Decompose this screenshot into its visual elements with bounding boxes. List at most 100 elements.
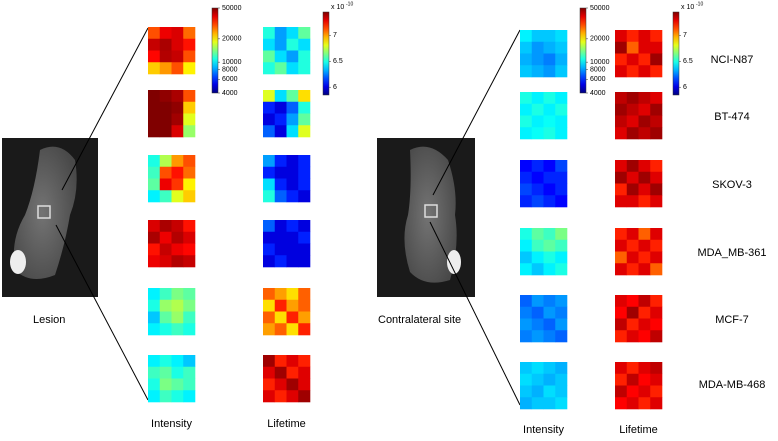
heatmap-cell	[626, 65, 639, 78]
intensity-map	[520, 295, 568, 343]
intensity-map	[148, 27, 196, 75]
heatmap-cell	[298, 166, 311, 179]
colorbar-multiplier: x 10	[681, 4, 694, 11]
heatmap-cell	[263, 355, 276, 368]
heatmap-cell	[148, 178, 161, 191]
heatmap-cell	[263, 323, 276, 336]
heatmap-cell	[148, 190, 161, 203]
heatmap-cell	[520, 183, 533, 196]
heatmap-cell	[286, 50, 299, 63]
heatmap-cell	[286, 113, 299, 126]
heatmap-cell	[286, 125, 299, 138]
heatmap-cell	[274, 166, 287, 179]
heatmap-cell	[638, 318, 651, 331]
heatmap-cell	[263, 178, 276, 191]
cell-line-label: MDA-MB-468	[699, 379, 766, 391]
heatmap-cell	[183, 378, 196, 391]
cell-line-label: NCI-N87	[711, 54, 754, 66]
heatmap-cell	[555, 53, 568, 66]
heatmap-cell	[615, 263, 628, 276]
lifetime-map	[615, 160, 663, 208]
heatmap-cell	[298, 231, 311, 244]
lifetime-map	[615, 295, 663, 343]
heatmap-cell	[286, 311, 299, 324]
heatmap-cell	[650, 385, 663, 398]
heatmap-cell	[638, 306, 651, 319]
heatmap-cell	[183, 220, 196, 233]
heatmap-cell	[520, 160, 533, 173]
heatmap-cell	[531, 251, 544, 264]
heatmap-cell	[286, 62, 299, 75]
heatmap-cell	[286, 366, 299, 379]
zoom-lines	[55, 27, 521, 406]
heatmap-cell	[531, 53, 544, 66]
colorbar-tick-label: 7	[683, 32, 687, 39]
heatmap-cell	[626, 318, 639, 331]
heatmap-cell	[650, 65, 663, 78]
heatmap-cell	[626, 385, 639, 398]
colorbar-tick-label: 10000	[222, 59, 242, 66]
heatmap-cell	[615, 103, 628, 116]
lifetime-map	[615, 30, 663, 78]
heatmap-cell	[615, 397, 628, 410]
heatmap-cell	[520, 306, 533, 319]
heatmap-cell	[148, 101, 161, 114]
heatmap-cell	[263, 50, 276, 63]
intensity-label: Intensity	[523, 424, 564, 436]
heatmap-cell	[263, 243, 276, 256]
heatmap-cell	[615, 373, 628, 386]
colorbar-tick-label: 4000	[590, 90, 606, 97]
heatmap-cell	[148, 311, 161, 324]
heatmap-cell	[148, 255, 161, 268]
heatmap-cell	[555, 397, 568, 410]
heatmap-cell	[520, 385, 533, 398]
heatmap-cell	[638, 228, 651, 241]
heatmap-cell	[520, 53, 533, 66]
heatmap-cell	[298, 311, 311, 324]
heatmap-cell	[286, 299, 299, 312]
heatmap-cell	[263, 288, 276, 301]
heatmap-cell	[520, 228, 533, 241]
heatmap-cell	[638, 397, 651, 410]
heatmap-cell	[148, 355, 161, 368]
heatmap-cell	[171, 178, 184, 191]
heatmap-cell	[159, 27, 172, 40]
intensity-map	[148, 220, 196, 268]
heatmap-cell	[650, 318, 663, 331]
heatmap-cell	[159, 378, 172, 391]
intensity-map	[520, 228, 568, 276]
heatmap-cell	[263, 38, 276, 51]
heatmap-cell	[159, 101, 172, 114]
heatmap-cell	[626, 362, 639, 375]
heatmap-cell	[555, 183, 568, 196]
heatmap-cell	[520, 171, 533, 184]
colorbar-tick-label: 6.5	[683, 58, 693, 65]
heatmap-cell	[531, 65, 544, 78]
heatmap-cell	[171, 390, 184, 403]
heatmap-cell	[263, 390, 276, 403]
heatmap-cell	[615, 160, 628, 173]
heatmap-cell	[159, 299, 172, 312]
lifetime-map	[615, 92, 663, 140]
heatmap-cell	[638, 183, 651, 196]
heatmap-cell	[531, 183, 544, 196]
lifetime-map	[263, 155, 311, 203]
heatmap-cell	[626, 195, 639, 208]
heatmap-cell	[531, 115, 544, 128]
heatmap-cell	[298, 299, 311, 312]
colorbar-tick-label: 8000	[590, 67, 606, 74]
colorbar-tick-label: 4000	[222, 90, 238, 97]
colorbar-tick-label: 6.5	[333, 58, 343, 65]
heatmap-cell	[298, 38, 311, 51]
heatmap-cell	[171, 190, 184, 203]
heatmap-cell	[159, 243, 172, 256]
colorbar-tick-label: 20000	[590, 36, 610, 43]
heatmap-cell	[626, 160, 639, 173]
intensity-map	[520, 92, 568, 140]
heatmap-cell	[159, 231, 172, 244]
heatmap-cell	[171, 231, 184, 244]
heatmap-cell	[298, 366, 311, 379]
heatmap-cell	[159, 155, 172, 168]
heatmap-cell	[171, 50, 184, 63]
